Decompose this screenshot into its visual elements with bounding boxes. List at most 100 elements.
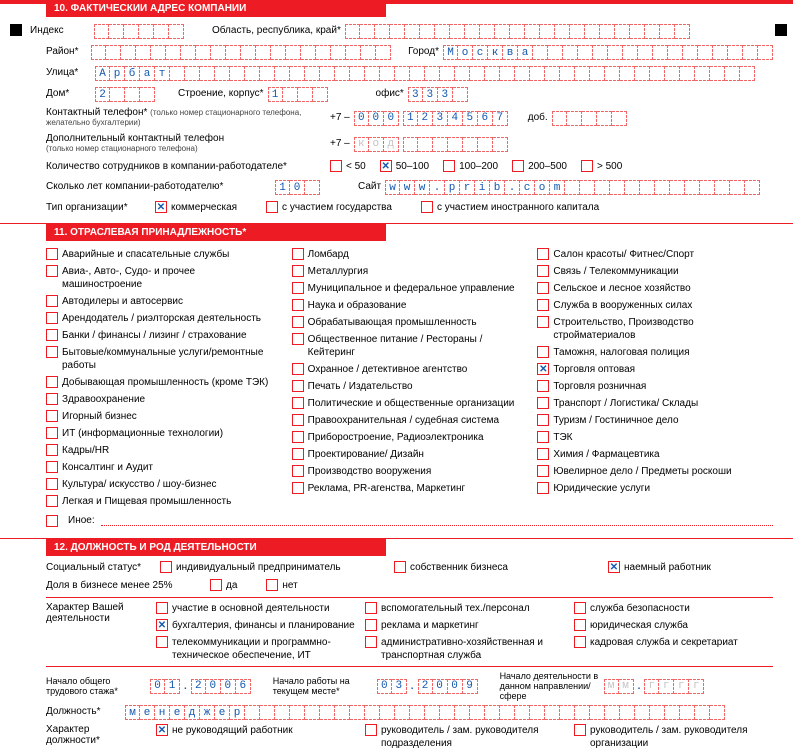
checkbox[interactable] [365, 602, 377, 614]
industry-2-10[interactable]: ТЭК [537, 431, 763, 444]
activity-1-0[interactable]: бухгалтерия, финансы и планирование [156, 619, 355, 632]
industry-0-13[interactable]: Легкая и Пищевая промышленность [46, 495, 272, 508]
checkbox[interactable] [46, 312, 58, 324]
industry-2-9[interactable]: Туризм / Гостиничное дело [537, 414, 763, 427]
checkbox[interactable] [46, 265, 58, 277]
checkbox[interactable] [46, 329, 58, 341]
checkbox[interactable] [537, 448, 549, 460]
checkbox[interactable] [156, 619, 168, 631]
checkbox[interactable] [537, 282, 549, 294]
industry-2-3[interactable]: Служба в вооруженных силах [537, 299, 763, 312]
checkbox[interactable] [365, 636, 377, 648]
checkbox[interactable] [266, 579, 278, 591]
orgtype-opt-2[interactable]: с участием иностранного капитала [421, 201, 599, 214]
industry-0-4[interactable]: Банки / финансы / лизинг / страхование [46, 329, 272, 342]
house-cells[interactable]: 2 [95, 87, 155, 102]
industry-1-12[interactable]: Производство вооружения [292, 465, 518, 478]
checkbox[interactable] [292, 333, 304, 345]
checkbox[interactable] [537, 465, 549, 477]
industry-2-1[interactable]: Связь / Телекоммуникации [537, 265, 763, 278]
checkbox[interactable] [330, 160, 342, 172]
checkbox[interactable] [380, 160, 392, 172]
industry-2-11[interactable]: Химия / Фармацевтика [537, 448, 763, 461]
checkbox[interactable] [46, 410, 58, 422]
checkbox[interactable] [537, 482, 549, 494]
checkbox[interactable] [46, 376, 58, 388]
industry-0-9[interactable]: ИТ (информационные технологии) [46, 427, 272, 440]
checkbox[interactable] [574, 619, 586, 631]
industry-0-1[interactable]: Авиа-, Авто-, Судо- и прочее машинострое… [46, 265, 272, 291]
industry-0-10[interactable]: Кадры/HR [46, 444, 272, 457]
checkbox[interactable] [210, 579, 222, 591]
phone2-num-cells[interactable] [403, 137, 508, 152]
office-cells[interactable]: 333 [408, 87, 468, 102]
job-start-yyyy[interactable]: 2009 [418, 679, 478, 694]
region-cells[interactable] [345, 24, 690, 39]
checkbox[interactable] [537, 265, 549, 277]
sphere-start-mm[interactable]: мм [604, 679, 634, 694]
checkbox[interactable] [160, 561, 172, 573]
checkbox[interactable] [537, 397, 549, 409]
sphere-start-yyyy[interactable]: гггг [644, 679, 704, 694]
industry-1-9[interactable]: Правоохранительная / судебная система [292, 414, 518, 427]
share-opt-0[interactable]: да [210, 579, 237, 592]
pos-nature-1[interactable]: руководитель / зам. руководителя подразд… [365, 724, 564, 750]
checkbox[interactable] [537, 248, 549, 260]
checkbox[interactable] [292, 363, 304, 375]
checkbox[interactable] [574, 636, 586, 648]
checkbox[interactable] [581, 160, 593, 172]
checkbox[interactable] [537, 414, 549, 426]
phone-code-cells[interactable]: 000 [354, 111, 399, 126]
share-opt-1[interactable]: нет [266, 579, 297, 592]
industry-1-1[interactable]: Металлургия [292, 265, 518, 278]
industry-0-7[interactable]: Здравоохранение [46, 393, 272, 406]
years-cells[interactable]: 10 [275, 180, 320, 195]
checkbox[interactable] [156, 636, 168, 648]
checkbox[interactable] [266, 201, 278, 213]
industry-2-0[interactable]: Салон красоты/ Фитнес/Спорт [537, 248, 763, 261]
checkbox[interactable] [292, 265, 304, 277]
industry-2-5[interactable]: Таможня, налоговая полиция [537, 346, 763, 359]
activity-2-1[interactable]: административно-хозяйственная и транспор… [365, 636, 564, 662]
phone-num-cells[interactable]: 1234567 [403, 111, 508, 126]
checkbox[interactable] [537, 316, 549, 328]
industry-1-13[interactable]: Реклама, PR-агенства, Маркетинг [292, 482, 518, 495]
pos-nature-2[interactable]: руководитель / зам. руководителя организ… [574, 724, 773, 750]
checkbox[interactable] [537, 431, 549, 443]
industry-0-2[interactable]: Автодилеры и автосервис [46, 295, 272, 308]
industry-2-4[interactable]: Строительство, Производство стройматериа… [537, 316, 763, 342]
social-opt-0[interactable]: индивидуальный предприниматель [160, 561, 380, 574]
industry-0-3[interactable]: Арендодатель / риэлторская деятельность [46, 312, 272, 325]
checkbox[interactable] [537, 299, 549, 311]
checkbox[interactable] [292, 316, 304, 328]
checkbox[interactable] [292, 482, 304, 494]
pos-nature-0[interactable]: не руководящий работник [156, 724, 355, 750]
checkbox[interactable] [292, 299, 304, 311]
industry-0-0[interactable]: Аварийные и спасательные службы [46, 248, 272, 261]
checkbox[interactable] [608, 561, 620, 573]
activity-0-1[interactable]: вспомогательный тех./персонал [365, 602, 564, 615]
checkbox[interactable] [292, 465, 304, 477]
industry-1-7[interactable]: Печать / Издательство [292, 380, 518, 393]
industry-2-2[interactable]: Сельское и лесное хозяйство [537, 282, 763, 295]
checkbox[interactable] [46, 427, 58, 439]
checkbox[interactable] [537, 363, 549, 375]
industry-1-3[interactable]: Наука и образование [292, 299, 518, 312]
checkbox[interactable] [292, 248, 304, 260]
checkbox[interactable] [574, 602, 586, 614]
checkbox[interactable] [46, 461, 58, 473]
checkbox[interactable] [46, 248, 58, 260]
checkbox[interactable] [46, 393, 58, 405]
activity-0-0[interactable]: участие в основной деятельности [156, 602, 355, 615]
industry-2-13[interactable]: Юридические услуги [537, 482, 763, 495]
industry-0-11[interactable]: Консалтинг и Аудит [46, 461, 272, 474]
exp-start-yyyy[interactable]: 2006 [191, 679, 251, 694]
industry-other-checkbox[interactable] [46, 515, 58, 527]
industry-1-8[interactable]: Политические и общественные организации [292, 397, 518, 410]
checkbox[interactable] [365, 619, 377, 631]
industry-0-8[interactable]: Игорный бизнес [46, 410, 272, 423]
industry-2-6[interactable]: Торговля оптовая [537, 363, 763, 376]
industry-1-10[interactable]: Приборостроение, Радиоэлектроника [292, 431, 518, 444]
industry-1-11[interactable]: Проектирование/ Дизайн [292, 448, 518, 461]
activity-1-2[interactable]: юридическая служба [574, 619, 773, 632]
